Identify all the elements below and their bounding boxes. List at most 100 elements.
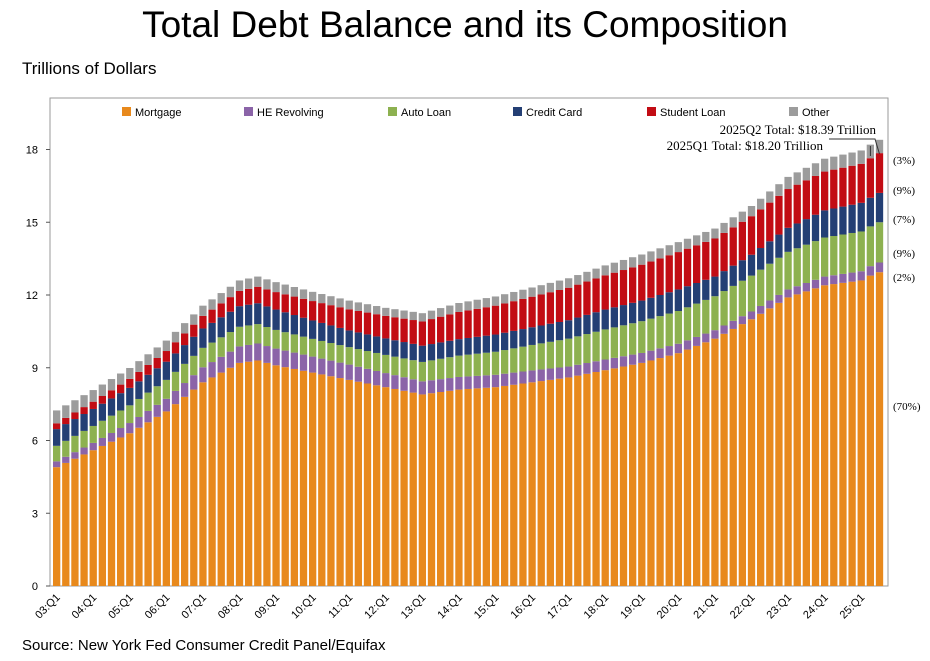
bar-mortgage	[711, 338, 719, 586]
bar-he-revolving	[565, 366, 573, 378]
bar-student-loan	[98, 396, 107, 404]
bar-he-revolving	[656, 348, 664, 359]
bar-credit-card	[299, 317, 308, 337]
bar-mortgage	[683, 349, 692, 586]
bar-other	[839, 154, 847, 168]
bar-auto-loan	[848, 232, 856, 273]
bar-mortgage	[62, 462, 70, 586]
bar-credit-card	[418, 345, 427, 362]
bar-credit-card	[89, 408, 97, 426]
bar-auto-loan	[875, 222, 884, 263]
bar-other	[263, 279, 271, 290]
bar-he-revolving	[802, 283, 811, 292]
x-tick-label: 03:Q1	[33, 592, 63, 622]
legend-swatch-student-loan	[647, 107, 656, 116]
bar-auto-loan	[501, 350, 509, 374]
bar-he-revolving	[89, 442, 97, 451]
bar-other	[528, 287, 536, 297]
x-tick-label: 17:Q1	[545, 592, 575, 622]
bar-credit-card	[400, 342, 408, 359]
bar-he-revolving	[299, 354, 308, 371]
bar-other	[574, 275, 582, 285]
bar-credit-card	[875, 192, 884, 223]
bar-mortgage	[647, 360, 655, 586]
bar-he-revolving	[857, 271, 865, 281]
bar-mortgage	[729, 328, 737, 586]
bar-other	[254, 276, 262, 287]
bar-he-revolving	[647, 350, 655, 361]
bar-student-loan	[491, 305, 500, 335]
bar-other	[784, 176, 792, 190]
bar-auto-loan	[674, 311, 683, 344]
bar-he-revolving	[766, 300, 774, 309]
x-tick-label: 10:Q1	[289, 592, 319, 622]
bar-mortgage	[455, 389, 463, 586]
x-tick-label: 15:Q1	[472, 592, 502, 622]
bar-other	[190, 314, 198, 325]
bar-mortgage	[263, 362, 271, 586]
bar-other	[683, 238, 692, 249]
bar-mortgage	[473, 388, 481, 586]
bar-credit-card	[619, 305, 628, 326]
bar-student-loan	[720, 232, 728, 272]
bar-credit-card	[839, 206, 847, 235]
bar-student-loan	[245, 288, 253, 305]
bar-mortgage	[391, 388, 399, 586]
bar-auto-loan	[309, 338, 317, 357]
bar-he-revolving	[354, 366, 363, 382]
bar-other	[409, 311, 417, 321]
bar-he-revolving	[318, 358, 326, 375]
bar-auto-loan	[720, 291, 728, 326]
bar-other	[80, 395, 88, 408]
bar-he-revolving	[638, 352, 646, 363]
bar-credit-card	[565, 320, 573, 339]
annotation-leader-q2	[829, 138, 880, 155]
bar-student-loan	[144, 364, 152, 375]
bar-he-revolving	[144, 410, 152, 423]
bar-he-revolving	[107, 432, 116, 442]
x-tick-label: 16:Q1	[509, 592, 539, 622]
bar-credit-card	[647, 297, 655, 319]
bar-credit-card	[153, 368, 161, 387]
bar-mortgage	[747, 319, 756, 586]
bar-credit-card	[373, 336, 381, 353]
bar-mortgage	[821, 285, 829, 586]
bar-credit-card	[208, 322, 216, 343]
bar-credit-card	[391, 340, 399, 357]
bar-student-loan	[126, 378, 134, 388]
bar-credit-card	[427, 344, 436, 361]
bar-he-revolving	[693, 336, 701, 346]
bar-credit-card	[738, 260, 747, 281]
bar-he-revolving	[510, 372, 518, 385]
bar-mortgage	[446, 390, 454, 586]
bar-credit-card	[711, 276, 719, 297]
bar-he-revolving	[720, 325, 728, 334]
bar-student-loan	[574, 284, 582, 318]
bar-mortgage	[190, 389, 198, 586]
bar-credit-card	[546, 323, 555, 342]
x-tick-label: 18:Q1	[582, 592, 612, 622]
bar-mortgage	[464, 388, 472, 586]
bar-other	[793, 172, 801, 185]
bar-he-revolving	[290, 352, 299, 369]
bar-credit-card	[254, 303, 262, 325]
bar-student-loan	[446, 314, 454, 341]
bar-credit-card	[802, 219, 811, 245]
bar-auto-loan	[144, 392, 152, 411]
bar-he-revolving	[491, 374, 500, 388]
bar-other	[638, 254, 646, 265]
bar-credit-card	[857, 202, 865, 232]
bar-other	[391, 309, 399, 318]
bar-student-loan	[272, 292, 280, 310]
bar-other	[135, 361, 143, 372]
legend-label-credit-card: Credit Card	[526, 107, 582, 119]
bar-he-revolving	[738, 316, 747, 325]
bar-student-loan	[290, 296, 299, 316]
legend-swatch-auto-loan	[388, 107, 397, 116]
bar-mortgage	[875, 272, 884, 586]
bar-credit-card	[638, 300, 646, 322]
bar-mortgage	[117, 437, 125, 586]
bar-he-revolving	[875, 262, 884, 273]
bar-student-loan	[848, 165, 856, 205]
